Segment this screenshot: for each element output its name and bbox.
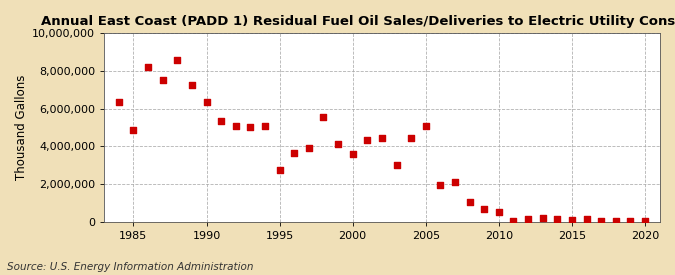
Point (493, 210, 504, 214)
Point (464, 200, 475, 204)
Point (245, 124, 256, 129)
Point (142, 65, 153, 70)
Point (391, 163, 402, 167)
Point (113, 100, 124, 104)
Point (216, 119, 227, 123)
Point (201, 100, 212, 104)
Point (552, 217, 563, 221)
Point (157, 78, 168, 82)
Point (186, 82, 197, 87)
Point (406, 136, 416, 140)
Point (537, 216, 548, 220)
Point (260, 123, 271, 128)
Point (479, 207, 489, 212)
Point (172, 57, 183, 62)
Point (640, 219, 651, 223)
Point (625, 219, 636, 223)
Point (274, 168, 285, 172)
Point (421, 123, 431, 128)
Point (318, 115, 329, 119)
Point (610, 219, 621, 223)
Point (566, 218, 577, 222)
Point (362, 138, 373, 142)
Point (508, 219, 519, 223)
Y-axis label: Thousand Gallons: Thousand Gallons (15, 75, 28, 180)
Point (435, 183, 446, 187)
Title: Annual East Coast (PADD 1) Residual Fuel Oil Sales/Deliveries to Electric Utilit: Annual East Coast (PADD 1) Residual Fuel… (41, 15, 675, 28)
Point (377, 136, 387, 140)
Text: Source: U.S. Energy Information Administration: Source: U.S. Energy Information Administ… (7, 262, 253, 272)
Point (128, 128, 139, 133)
Point (304, 146, 315, 150)
Point (289, 151, 300, 155)
Point (230, 123, 241, 128)
Point (522, 217, 533, 221)
Point (347, 152, 358, 156)
Point (450, 180, 460, 184)
Point (581, 217, 592, 221)
Point (333, 142, 344, 147)
Point (596, 219, 607, 223)
